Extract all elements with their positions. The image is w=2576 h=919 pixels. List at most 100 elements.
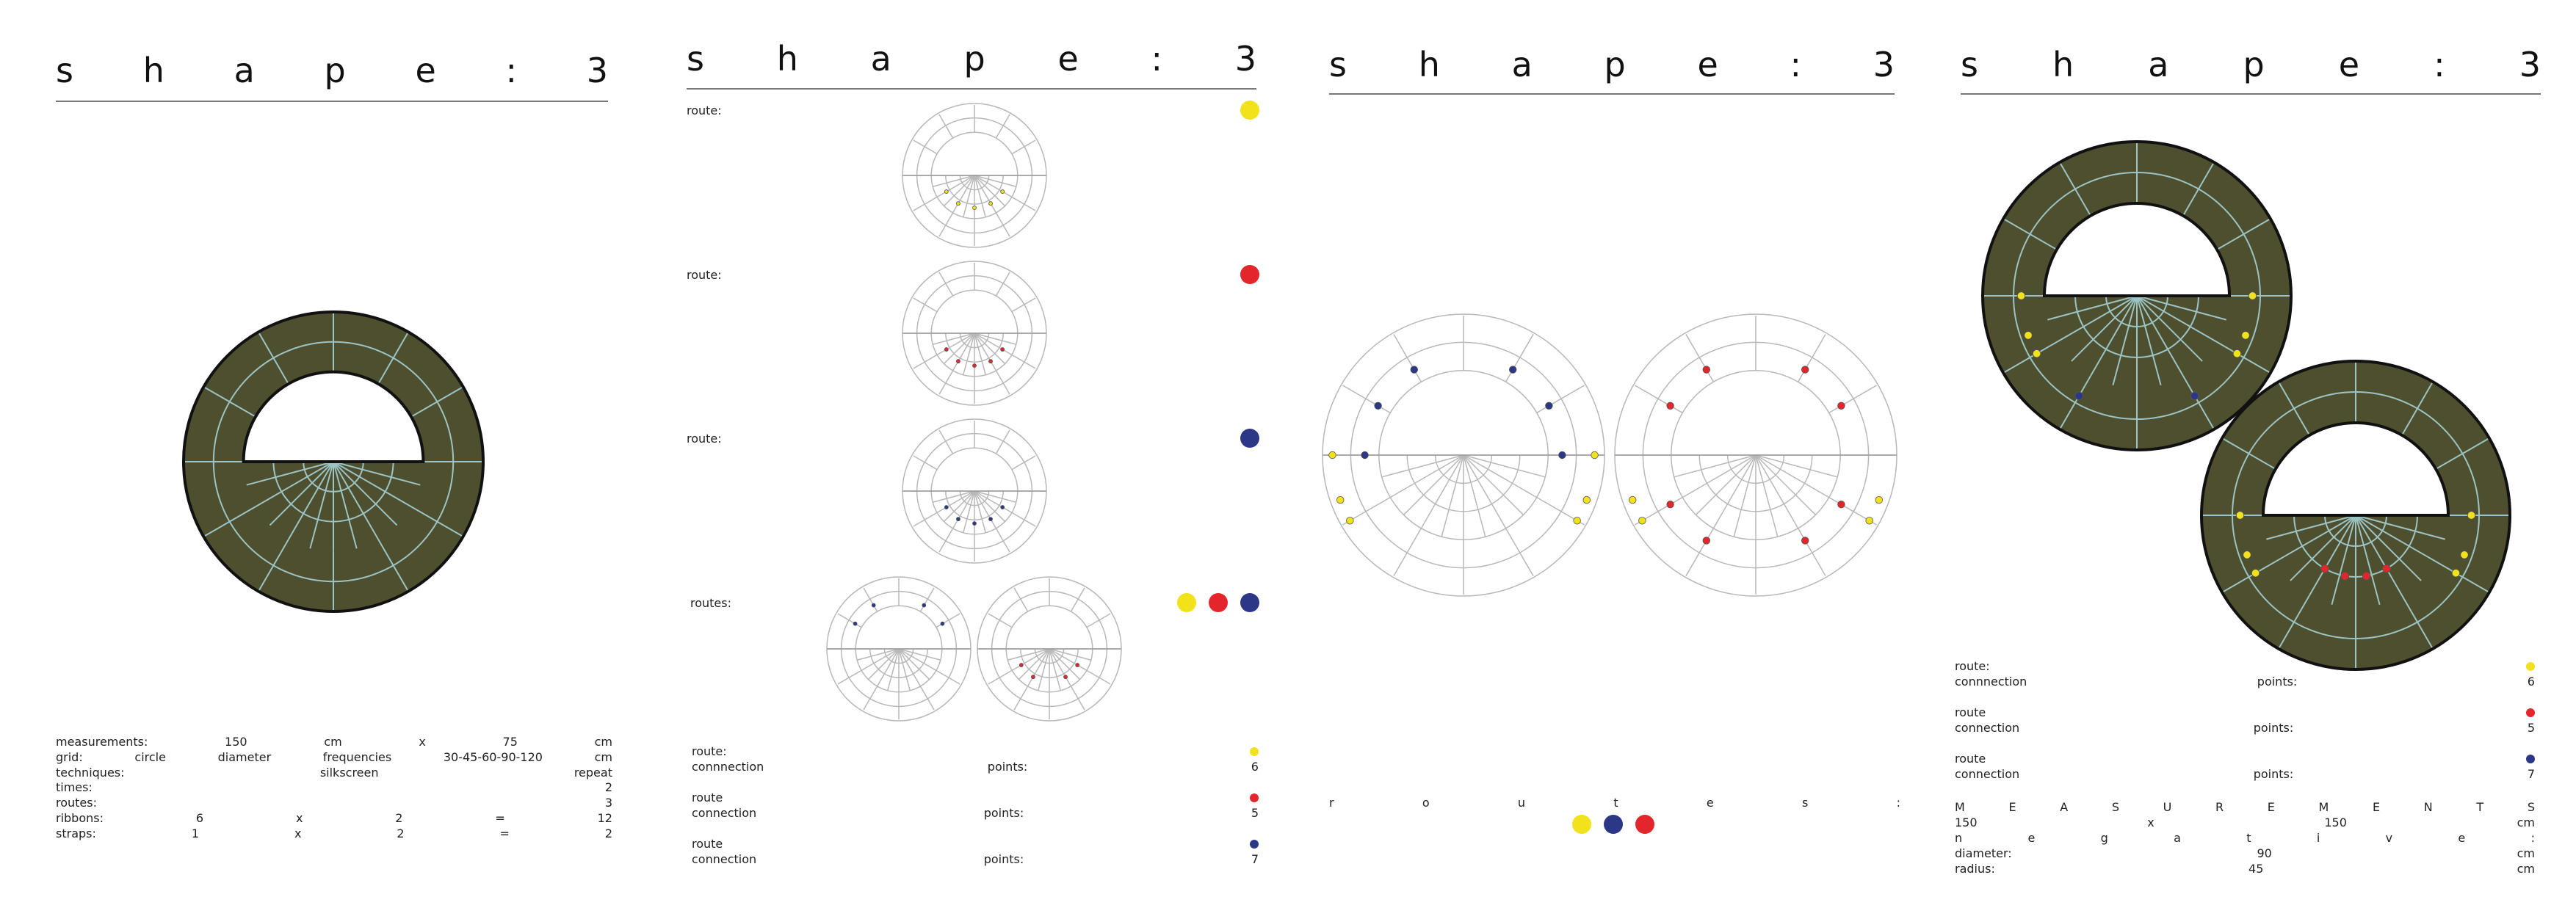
grid-ray bbox=[2355, 515, 2381, 605]
grid-ray bbox=[938, 528, 954, 553]
grid-ray bbox=[2223, 438, 2276, 470]
grid-ray bbox=[988, 613, 1013, 628]
grid-ray bbox=[2047, 295, 2138, 321]
route-marker bbox=[1000, 347, 1005, 352]
route-marker bbox=[956, 359, 960, 364]
grid-ray bbox=[2401, 382, 2433, 436]
grid-ray bbox=[974, 333, 1013, 356]
route-marker bbox=[1666, 402, 1674, 410]
measurement-row-cell: x bbox=[294, 826, 302, 840]
size-row: 150 x 150 cm bbox=[1955, 816, 2535, 830]
route-marker bbox=[940, 621, 945, 626]
grid-ray bbox=[2223, 561, 2276, 592]
route-marker bbox=[944, 189, 949, 194]
grid-ray bbox=[2290, 515, 2356, 581]
grid-ray bbox=[1018, 648, 1050, 680]
grid-ray bbox=[1086, 669, 1111, 685]
grid-ray bbox=[2136, 295, 2184, 377]
route-marker bbox=[2232, 349, 2242, 358]
connection-row: connection points: 5 bbox=[692, 806, 1259, 821]
measurement-row-cell: 2 bbox=[395, 811, 403, 825]
size-row-cell: 150 bbox=[2324, 816, 2347, 829]
dimension-row-cell: cm bbox=[2517, 846, 2535, 860]
connection-points: points: bbox=[983, 852, 1024, 866]
route-marker bbox=[2467, 511, 2476, 520]
connection-connection: connection bbox=[1955, 721, 2020, 735]
measurement-row-cell: 75 bbox=[502, 735, 518, 749]
route-label: route: bbox=[687, 103, 722, 117]
grid-ray bbox=[913, 512, 938, 527]
grid-ray bbox=[2182, 163, 2214, 217]
route-marker bbox=[2340, 572, 2350, 581]
grid-ray bbox=[1070, 686, 1085, 711]
route-marker bbox=[1328, 451, 1336, 460]
routes-label: r o u t e s : bbox=[1329, 796, 1900, 810]
grid-ray bbox=[974, 490, 1013, 514]
connection-count: 5 bbox=[2527, 721, 2535, 735]
grid-ray bbox=[1441, 454, 1464, 537]
grid-ray bbox=[974, 175, 1016, 187]
route-dot bbox=[1240, 265, 1259, 284]
size-row-cell: 150 bbox=[1955, 816, 1978, 829]
measurement-row-cell: x bbox=[419, 735, 426, 749]
grid-ray bbox=[2182, 375, 2214, 429]
measurement-row-cell: circle bbox=[134, 749, 166, 764]
route-marker bbox=[2074, 391, 2083, 401]
grid-ray bbox=[963, 175, 975, 217]
grid-ray bbox=[287, 461, 334, 540]
negative-label: n e g a t i v e : bbox=[1955, 831, 2535, 845]
measurement-row-cell: 30-45-60-90-120 bbox=[443, 749, 543, 764]
grid-ray bbox=[2355, 515, 2436, 562]
measurement-row-cell: measurements: bbox=[56, 735, 148, 749]
grid-ray bbox=[1013, 686, 1029, 711]
grid-ray bbox=[1712, 454, 1756, 529]
route-label: route: bbox=[692, 744, 727, 758]
grid-ray bbox=[204, 387, 256, 418]
grid-ray bbox=[837, 613, 862, 628]
grid-ray bbox=[255, 461, 334, 508]
grid-ray bbox=[933, 333, 975, 345]
cutout bbox=[2261, 421, 2450, 517]
grid-ray bbox=[898, 648, 937, 672]
grid-ray bbox=[938, 114, 954, 139]
connection-points: points: bbox=[2257, 675, 2298, 689]
route-marker bbox=[1545, 402, 1553, 410]
measurement-row-cell: routes: bbox=[56, 796, 97, 810]
route-marker bbox=[2243, 551, 2251, 559]
route-marker bbox=[922, 603, 927, 608]
route-dot bbox=[1572, 815, 1591, 834]
route-marker bbox=[2320, 564, 2329, 573]
grid-ray bbox=[936, 333, 975, 356]
route-dot bbox=[1635, 815, 1654, 834]
grid-ray bbox=[974, 333, 986, 375]
grid-ray bbox=[2309, 515, 2356, 596]
grid-ray bbox=[913, 196, 938, 211]
dimension-row-cell: radius: bbox=[1955, 862, 1995, 876]
route-marker bbox=[1638, 517, 1646, 525]
grid-ray bbox=[1086, 613, 1111, 628]
route-marker bbox=[1865, 517, 1873, 525]
dimension-row: radius: 45 cm bbox=[1955, 862, 2535, 876]
grid-ray bbox=[1403, 454, 1464, 515]
grid-ray bbox=[2266, 515, 2356, 540]
dimension-row-cell: cm bbox=[2517, 862, 2535, 876]
route-marker bbox=[1336, 495, 1345, 504]
route-marker bbox=[2235, 511, 2245, 520]
connection-connection: connection bbox=[1955, 767, 2020, 781]
grid-ray bbox=[938, 272, 954, 297]
grid-ray bbox=[1007, 648, 1050, 661]
grid-ray bbox=[1027, 648, 1050, 687]
grid-ray bbox=[974, 333, 1006, 365]
grid-ray bbox=[988, 669, 1013, 685]
measurement-row-cell: frequencies bbox=[322, 749, 392, 764]
grid-ray bbox=[952, 490, 975, 529]
connection-row: connnection points: 6 bbox=[692, 760, 1259, 774]
route-marker bbox=[1629, 495, 1637, 504]
route-marker bbox=[1508, 366, 1517, 374]
grid-ray bbox=[1038, 648, 1050, 691]
route-dot bbox=[1240, 101, 1259, 120]
route-marker bbox=[956, 517, 960, 522]
grid-ray bbox=[963, 490, 975, 533]
route-marker bbox=[2382, 564, 2391, 573]
